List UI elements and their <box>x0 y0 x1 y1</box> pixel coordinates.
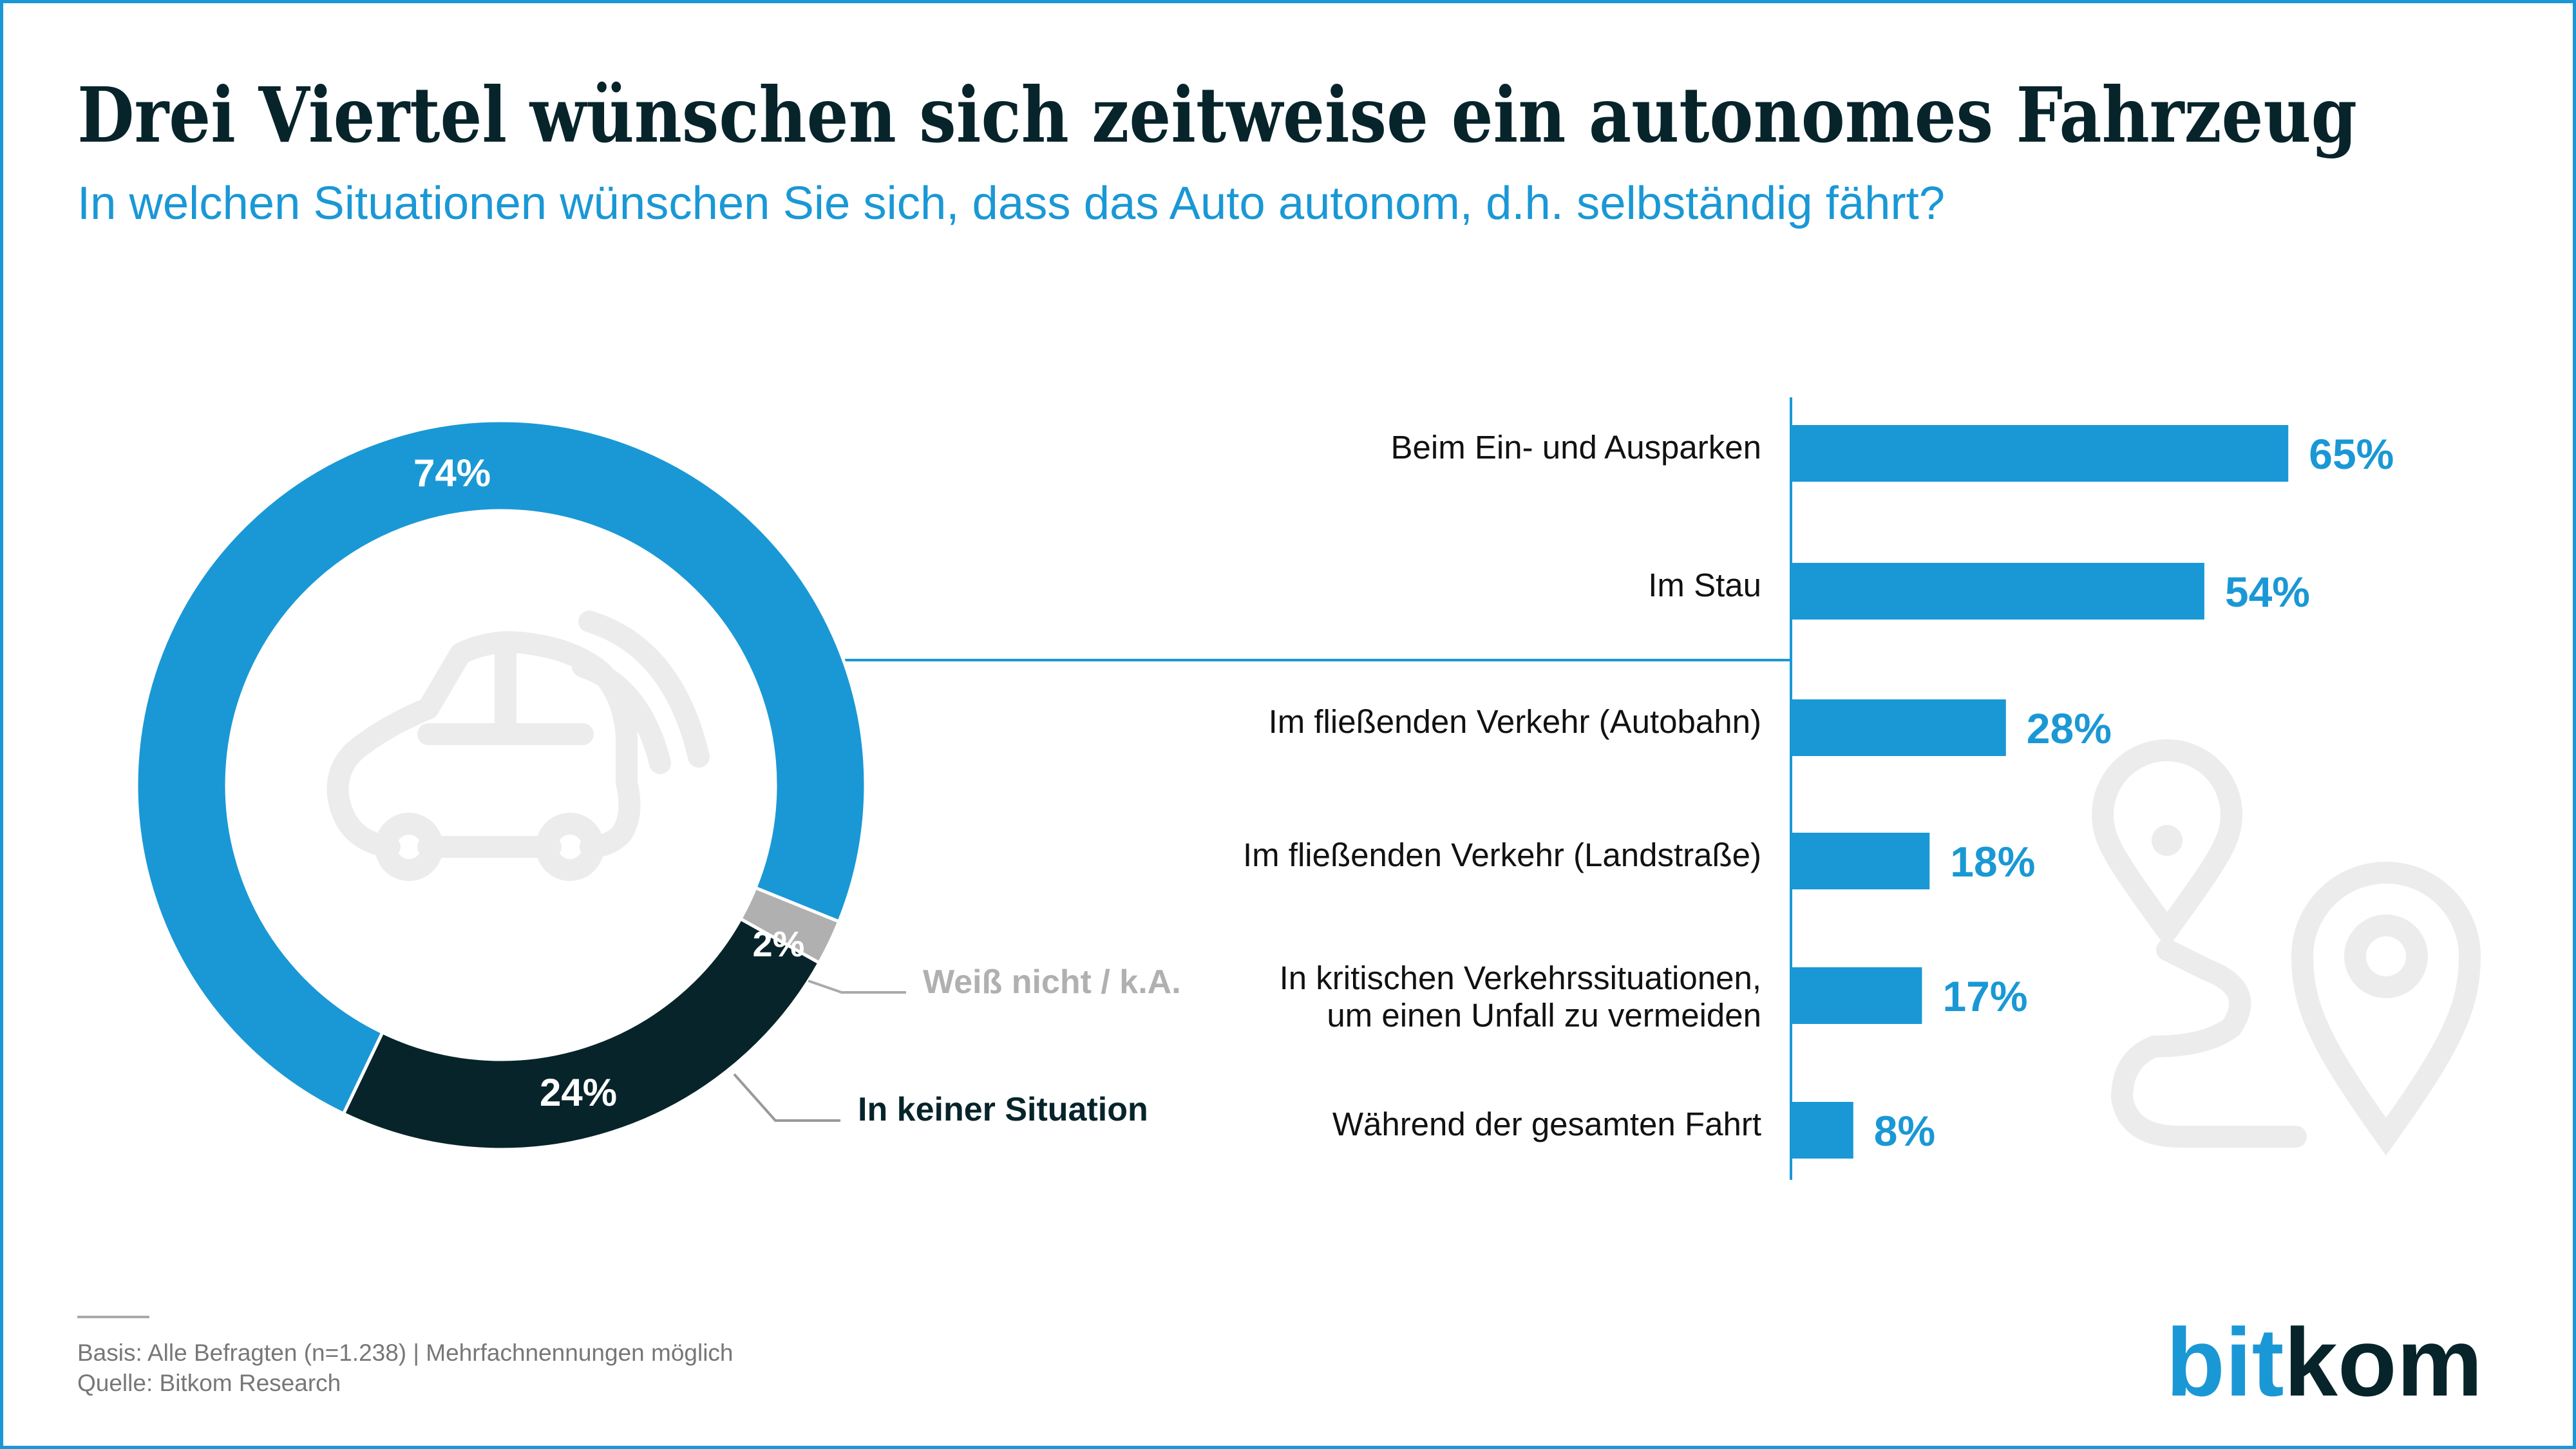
page-subtitle: In welchen Situationen wünschen Sie sich… <box>77 178 1945 229</box>
chart-canvas: Drei Viertel wünschen sich zeitweise ein… <box>77 70 2483 1416</box>
bar-category-label: In kritischen Verkehrssituationen, <box>1280 960 1761 996</box>
bitkom-logo: bitkom <box>2166 1308 2483 1416</box>
bar-value-label: 28% <box>2027 705 2112 752</box>
bar-category-label: Im fließenden Verkehr (Autobahn) <box>1269 703 1761 740</box>
donut-chart <box>135 419 867 1151</box>
footer-source: Quelle: Bitkom Research <box>77 1370 341 1396</box>
bar-category-label: Beim Ein- und Ausparken <box>1391 429 1762 466</box>
leader-line-keiner-situation <box>733 1073 840 1122</box>
map-pin-route-icon <box>2091 739 2481 1156</box>
legend-keiner-situation: In keiner Situation <box>858 1091 1148 1128</box>
slice-label-74: 74% <box>413 451 491 495</box>
bar-category-label: Im fließenden Verkehr (Landstraße) <box>1243 837 1761 873</box>
bar <box>1792 967 1922 1024</box>
bar <box>1792 833 1930 889</box>
page-title: Drei Viertel wünschen sich zeitweise ein… <box>77 70 2357 160</box>
footer-basis: Basis: Alle Befragten (n=1.238) | Mehrfa… <box>77 1340 734 1366</box>
bar <box>1792 699 2006 756</box>
bar-value-label: 8% <box>1874 1107 1935 1155</box>
bar-value-label: 17% <box>1942 972 2027 1020</box>
bar-category-label: Im Stau <box>1648 567 1761 603</box>
bar-category-label: Während der gesamten Fahrt <box>1332 1106 1761 1142</box>
slice-label-2: 2% <box>753 923 805 964</box>
bar <box>1792 563 2204 620</box>
legend-weiss-nicht: Weiß nicht / k.A. <box>923 963 1181 1001</box>
bar-value-label: 54% <box>2225 568 2310 616</box>
donut-slice-24 <box>341 916 822 1151</box>
slice-label-24: 24% <box>540 1071 617 1114</box>
bar-chart: 65% Beim Ein- und Ausparken 54% Im Stau 28% I… <box>1243 425 2394 1159</box>
bar <box>1792 425 2289 482</box>
bar-category-label: um einen Unfall zu vermeiden <box>1327 997 1761 1034</box>
bar-value-label: 65% <box>2309 430 2394 478</box>
bar <box>1792 1102 1853 1159</box>
donut-slice-74 <box>135 419 867 1116</box>
bar-value-label: 18% <box>1950 838 2035 886</box>
leader-line-weiss-nicht <box>808 980 906 994</box>
car-icon <box>327 611 710 881</box>
